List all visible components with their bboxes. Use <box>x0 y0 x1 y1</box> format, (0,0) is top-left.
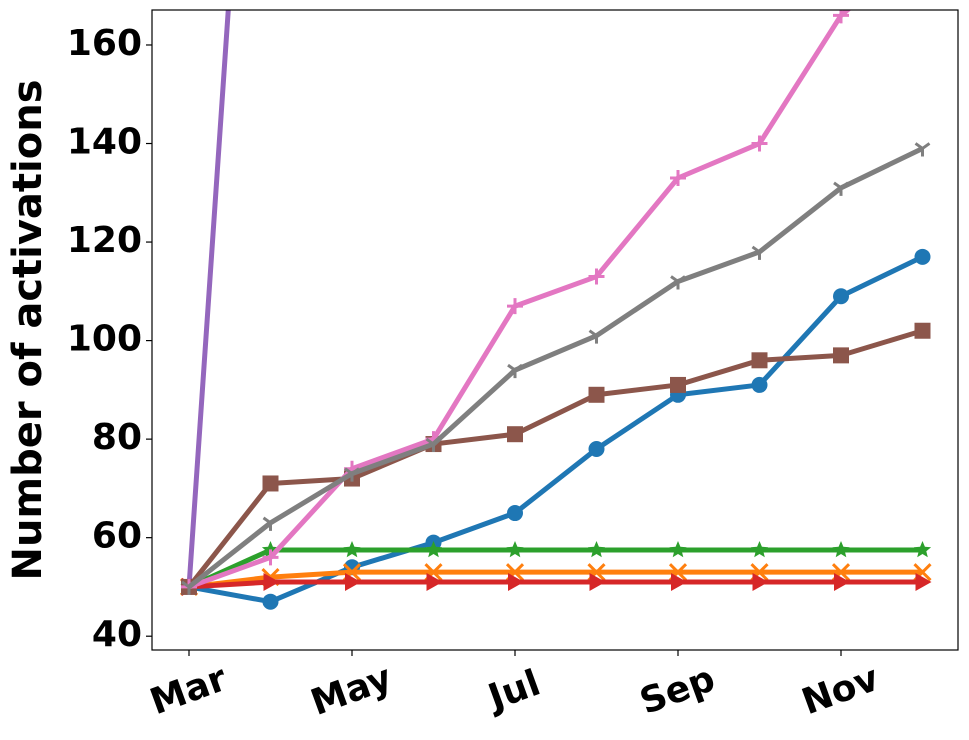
point <box>834 573 850 592</box>
x-tick-label: Mar <box>145 658 232 723</box>
x-tick-label: May <box>306 657 398 724</box>
point <box>669 541 687 558</box>
y-tick-label: 40 <box>92 614 142 655</box>
point <box>833 347 849 364</box>
point <box>914 248 931 265</box>
y-axis-label: Number of activations <box>5 79 51 580</box>
point <box>507 363 523 379</box>
point <box>832 541 850 558</box>
point <box>833 181 849 196</box>
series-line <box>187 328 924 589</box>
point <box>670 275 686 290</box>
point <box>587 541 606 558</box>
point <box>914 142 931 157</box>
point <box>506 541 524 558</box>
point <box>343 541 361 558</box>
point <box>751 376 768 393</box>
point <box>671 573 687 592</box>
point <box>588 329 605 344</box>
point <box>426 573 443 592</box>
plot-frame <box>151 9 959 651</box>
point <box>507 426 523 443</box>
point <box>262 516 279 531</box>
point <box>262 593 279 610</box>
point <box>751 135 768 152</box>
series-line <box>187 547 923 590</box>
series-line <box>188 569 923 590</box>
point <box>670 170 686 187</box>
y-tick-label: 120 <box>67 220 142 261</box>
point <box>181 580 197 595</box>
point <box>913 541 932 558</box>
point <box>507 505 523 522</box>
point <box>751 245 768 260</box>
plot-area <box>179 10 932 610</box>
point <box>261 541 280 558</box>
x-tick-label: Jul <box>481 663 546 720</box>
series-line <box>188 10 852 590</box>
series-line <box>188 579 923 590</box>
point <box>752 573 769 592</box>
y-tick-label: 140 <box>67 122 142 163</box>
point <box>262 549 279 566</box>
point <box>915 573 932 592</box>
point <box>345 573 361 592</box>
point <box>589 573 606 592</box>
point <box>344 467 360 482</box>
series-line <box>187 146 924 589</box>
y-tick-label: 100 <box>67 319 142 360</box>
y-tick-label: 60 <box>92 516 142 557</box>
point <box>263 573 280 592</box>
point <box>425 437 442 453</box>
point <box>833 288 849 305</box>
point <box>670 376 686 393</box>
point <box>588 268 605 285</box>
point <box>750 541 769 558</box>
point <box>424 541 443 558</box>
point <box>588 440 605 457</box>
point <box>507 298 523 315</box>
point <box>508 573 524 592</box>
x-tick-label: Nov <box>797 658 885 723</box>
point <box>588 386 605 403</box>
y-tick-label: 80 <box>92 417 142 458</box>
y-tick-label: 160 <box>67 23 142 64</box>
point <box>751 352 768 369</box>
x-tick-label: Sep <box>635 658 721 723</box>
point <box>262 475 279 492</box>
point <box>914 322 931 339</box>
